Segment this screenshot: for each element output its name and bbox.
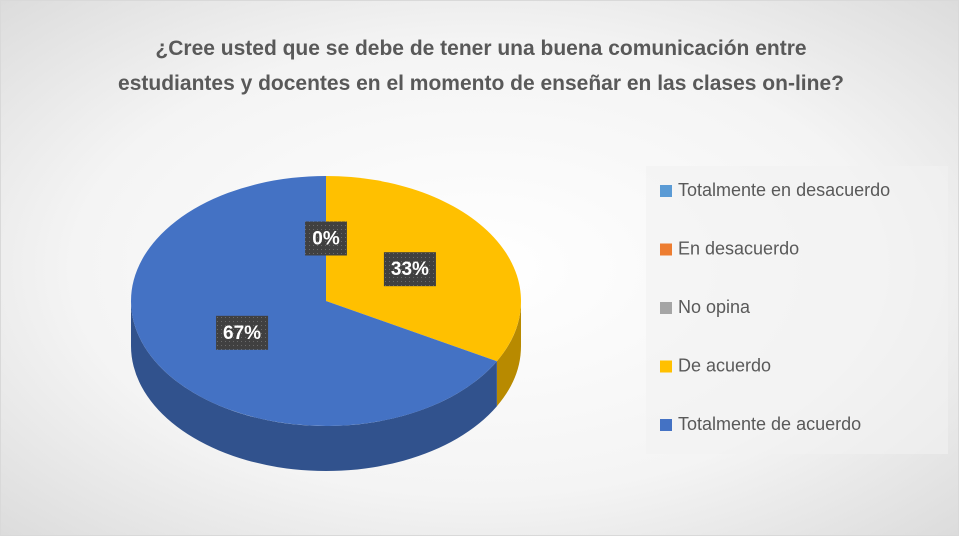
pie-slice [130, 176, 497, 426]
legend-box [646, 166, 948, 454]
data-label-box [305, 221, 347, 256]
legend-swatch [660, 302, 672, 314]
legend-label: No opina [678, 297, 751, 317]
data-label-box [216, 315, 269, 350]
legend-swatch [660, 360, 672, 373]
data-label: 67% [216, 315, 269, 350]
data-label: 33% [383, 252, 436, 287]
legend-label: Totalmente en desacuerdo [678, 180, 890, 200]
data-label-text: 67% [223, 323, 261, 344]
pie-slice-side [496, 301, 521, 407]
data-label-text: 0% [312, 229, 340, 250]
legend-label: De acuerdo [678, 355, 771, 375]
chart-title: ¿Cree usted que se debe de tener una bue… [118, 37, 844, 95]
legend-swatch [660, 243, 672, 256]
legend-swatch [660, 185, 672, 197]
legend-swatch [660, 419, 672, 431]
data-label-box [383, 252, 436, 287]
pie-slice-side [131, 301, 497, 471]
data-label-text: 33% [391, 259, 429, 280]
data-label: 0% [305, 221, 347, 256]
legend-label: En desacuerdo [678, 238, 799, 258]
legend-label: Totalmente de acuerdo [678, 414, 861, 434]
